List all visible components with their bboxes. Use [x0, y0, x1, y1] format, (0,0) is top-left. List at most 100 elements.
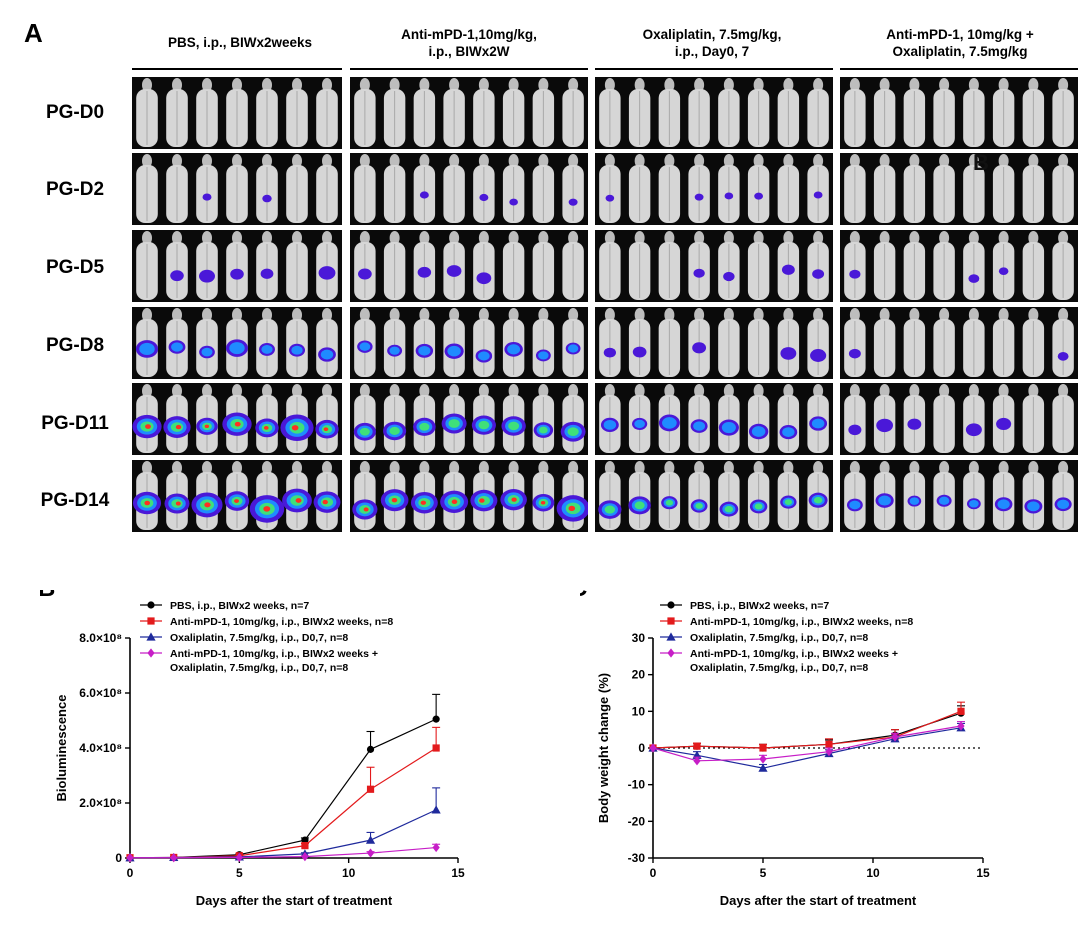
signal-outer: [568, 198, 578, 206]
mouse-head: [1058, 154, 1069, 168]
mouse-head: [783, 461, 794, 475]
mouse-image: [532, 384, 555, 453]
imaging-strip-svg: [136, 154, 338, 223]
data-point: [693, 756, 701, 766]
mouse-image: [599, 154, 621, 223]
imaging-strip: [595, 77, 833, 149]
mouse-head: [694, 384, 705, 398]
mouse-image: [747, 231, 770, 300]
y-tick-label: 2.0×10⁸: [79, 796, 122, 810]
mouse-image: [256, 78, 278, 147]
mouse-head: [322, 231, 332, 245]
mouse-head: [232, 78, 242, 92]
mouse-head: [939, 308, 950, 322]
mouse-image: [777, 231, 800, 300]
signal-outer: [781, 264, 795, 275]
mouse-image: [1022, 384, 1045, 453]
signal-core: [665, 499, 674, 506]
signal-hot: [540, 500, 546, 505]
mouse-head: [694, 231, 705, 245]
mouse-image: [628, 308, 651, 377]
mouse-image: [933, 78, 955, 147]
mouse-image: [316, 308, 338, 377]
mouse-image: [222, 384, 252, 453]
mouse-head: [292, 308, 302, 322]
mouse-head: [292, 384, 302, 398]
mouse-head: [753, 308, 764, 322]
mouse-head: [968, 461, 979, 475]
imaging-strip: [350, 460, 588, 532]
mouse-image: [963, 154, 985, 223]
mouse-head: [322, 154, 332, 168]
signal-mid: [538, 351, 549, 360]
data-point: [957, 721, 965, 731]
data-point: [649, 743, 657, 753]
signal-outer: [603, 347, 616, 358]
mouse-head: [419, 308, 430, 322]
mouse-head: [538, 154, 549, 168]
mouse-image: [443, 78, 465, 147]
mouse-head: [322, 461, 332, 475]
mouse-head: [909, 154, 920, 168]
y-tick-label: 4.0×10⁸: [79, 741, 122, 755]
signal-core: [478, 420, 490, 430]
mouse-head: [634, 384, 645, 398]
mouse-head: [142, 78, 152, 92]
mouse-image: [562, 78, 584, 147]
signal-hot: [204, 424, 210, 429]
data-point: [126, 853, 134, 863]
y-tick-label: 30: [632, 631, 646, 645]
series-diamond: [126, 842, 441, 863]
mouse-image: [562, 308, 584, 377]
group-underline-pbs: [132, 68, 342, 70]
mouse-head: [664, 78, 675, 92]
mouse-head: [604, 231, 615, 245]
group-underline-oxaliplatin: [595, 68, 833, 70]
mouse-head: [998, 461, 1009, 475]
signal-outer: [202, 193, 212, 201]
mouse-head: [419, 461, 430, 475]
signal-mid: [389, 346, 400, 355]
imaging-strip-svg: [844, 308, 1074, 377]
mouse-image: [598, 461, 622, 530]
mouse-image: [844, 308, 866, 377]
signal-outer: [632, 346, 647, 358]
mouse-image: [1022, 231, 1045, 300]
stray-mark: B: [973, 150, 989, 175]
mouse-head: [694, 154, 705, 168]
mouse-head: [604, 461, 615, 475]
mouse-image: [658, 461, 681, 530]
mouse-image: [132, 461, 162, 530]
signal-mid: [997, 499, 1010, 510]
mouse-image: [286, 78, 308, 147]
mouse-image: [873, 78, 896, 147]
x-tick-label: 10: [342, 866, 356, 880]
mouse-head: [202, 384, 212, 398]
mouse-image: [413, 154, 436, 223]
mouse-image: [777, 308, 800, 377]
mouse-image: [903, 154, 926, 223]
signal-hot: [175, 501, 181, 506]
imaging-strip: [350, 307, 588, 379]
mouse-image: [532, 78, 555, 147]
mouse-image: [718, 231, 740, 300]
data-point: [147, 648, 155, 658]
mouse-head: [694, 78, 705, 92]
mouse-image: [249, 461, 285, 530]
mouse-head: [813, 308, 824, 322]
mouse-head: [753, 231, 764, 245]
mouse-head: [634, 308, 645, 322]
mouse-image: [933, 384, 955, 453]
mouse-head: [262, 461, 272, 475]
mouse-image: [196, 308, 218, 377]
y-tick-label: 0: [115, 851, 122, 865]
mouse-image: [844, 154, 866, 223]
mouse-image: [777, 78, 800, 147]
signal-outer: [780, 347, 797, 360]
legend-label: PBS, i.p., BIWx2 weeks, n=7: [170, 600, 309, 612]
mouse-head: [202, 78, 212, 92]
mouse-head: [568, 384, 579, 398]
mouse-image: [470, 461, 498, 530]
imaging-strip: [840, 460, 1078, 532]
mouse-head: [449, 461, 460, 475]
